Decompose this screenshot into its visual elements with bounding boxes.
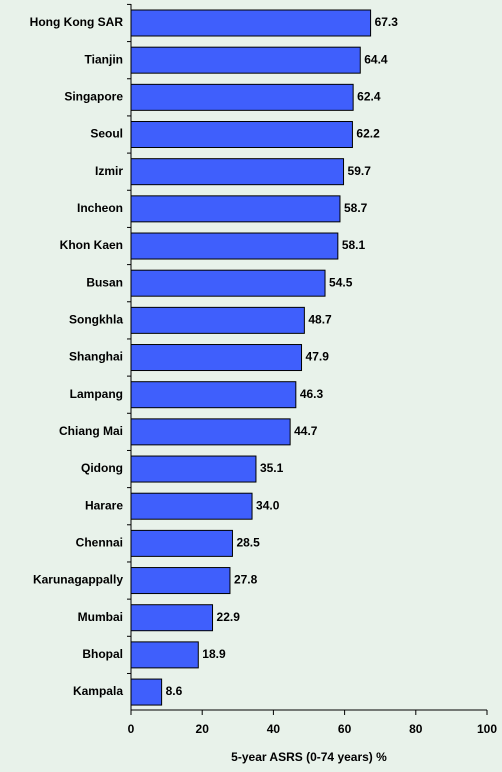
bar xyxy=(130,381,297,409)
y-tick-label: Chiang Mai xyxy=(59,424,123,438)
value-label: 44.7 xyxy=(294,424,318,438)
value-label: 27.8 xyxy=(234,573,258,587)
y-tick-label: Karunagappally xyxy=(33,573,123,587)
value-label: 58.1 xyxy=(342,238,366,252)
value-label: 34.0 xyxy=(256,498,280,512)
value-label: 8.6 xyxy=(166,684,183,698)
x-tick-label: 20 xyxy=(196,722,210,736)
y-tick-label: Busan xyxy=(86,275,123,289)
value-label: 58.7 xyxy=(344,201,368,215)
value-label: 35.1 xyxy=(260,461,284,475)
bar xyxy=(130,529,233,557)
y-tick-label: Qidong xyxy=(81,461,123,475)
y-tick-label: Singapore xyxy=(64,90,123,104)
bar xyxy=(130,678,163,706)
value-label: 47.9 xyxy=(306,350,330,364)
bar xyxy=(130,121,353,149)
y-tick-label: Shanghai xyxy=(69,350,123,364)
value-label: 62.4 xyxy=(357,90,381,104)
value-label: 59.7 xyxy=(348,164,372,178)
value-label: 18.9 xyxy=(202,647,226,661)
bar xyxy=(130,604,214,632)
y-tick-label: Izmir xyxy=(95,164,123,178)
y-tick-label: Mumbai xyxy=(78,610,123,624)
bar xyxy=(130,344,303,372)
bar xyxy=(130,567,231,595)
x-tick-label: 60 xyxy=(338,722,352,736)
bar xyxy=(130,455,257,483)
bar xyxy=(130,46,361,74)
y-tick-label: Hong Kong SAR xyxy=(30,15,124,29)
value-label: 22.9 xyxy=(217,610,241,624)
y-tick-label: Tianjin xyxy=(85,52,123,66)
bar xyxy=(130,492,253,520)
value-label: 64.4 xyxy=(364,52,388,66)
value-label: 67.3 xyxy=(375,15,399,29)
bar xyxy=(130,269,326,297)
x-axis-title: 5-year ASRS (0-74 years) % xyxy=(231,750,387,764)
y-tick-label: Kampala xyxy=(73,684,123,698)
value-label: 48.7 xyxy=(308,313,332,327)
y-tick-label: Bhopal xyxy=(82,647,123,661)
y-tick-label: Chennai xyxy=(76,536,123,550)
y-tick-label: Lampang xyxy=(70,387,123,401)
x-tick-label: 100 xyxy=(477,722,497,736)
value-label: 28.5 xyxy=(236,536,260,550)
x-tick-label: 40 xyxy=(267,722,281,736)
bar xyxy=(130,9,372,37)
bar xyxy=(130,232,339,260)
bar xyxy=(130,418,291,446)
value-label: 54.5 xyxy=(329,275,353,289)
y-tick-label: Harare xyxy=(85,498,123,512)
bar xyxy=(130,158,345,186)
bar xyxy=(130,83,354,111)
bar xyxy=(130,641,199,669)
y-tick-label: Seoul xyxy=(90,127,123,141)
x-tick-label: 80 xyxy=(409,722,423,736)
x-tick-label: 0 xyxy=(128,722,135,736)
y-tick-label: Incheon xyxy=(77,201,123,215)
value-label: 46.3 xyxy=(300,387,324,401)
value-label: 62.2 xyxy=(356,127,380,141)
y-tick-label: Songkhla xyxy=(69,313,123,327)
y-tick-label: Khon Kaen xyxy=(60,238,123,252)
bar xyxy=(130,195,341,223)
bar xyxy=(130,306,305,334)
